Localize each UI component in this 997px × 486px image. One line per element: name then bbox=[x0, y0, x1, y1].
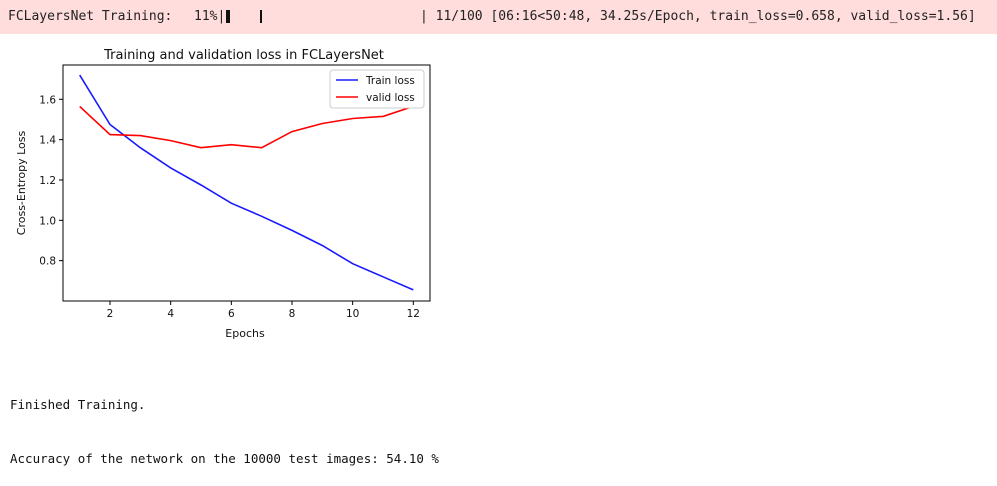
progress-bar-separator bbox=[240, 10, 243, 23]
y-tick-label: 1.4 bbox=[39, 135, 56, 147]
loss-chart: Training and validation loss in FCLayers… bbox=[15, 48, 431, 340]
output-line-accuracy: Accuracy of the network on the 10000 tes… bbox=[10, 451, 439, 466]
output-line-finished: Finished Training. bbox=[10, 397, 146, 412]
y-tick-label: 1.0 bbox=[39, 215, 56, 227]
cell-output: Finished Training. Accuracy of the netwo… bbox=[10, 360, 439, 486]
x-tick-label: 10 bbox=[346, 308, 359, 320]
progress-bar-fill bbox=[226, 10, 230, 23]
x-tick-label: 6 bbox=[228, 308, 235, 320]
y-axis-label: Cross-Entropy Loss bbox=[15, 130, 28, 235]
progress-bar-separator bbox=[255, 10, 258, 23]
x-tick-label: 2 bbox=[107, 308, 114, 320]
progress-status: | 11/100 [06:16<50:48, 34.25s/Epoch, tra… bbox=[420, 9, 976, 24]
progress-percent: 11%| bbox=[194, 9, 226, 24]
chart-title: Training and validation loss in FCLayers… bbox=[103, 48, 384, 63]
progress-bar-edge bbox=[260, 10, 262, 23]
series-line-valid-loss bbox=[79, 105, 414, 149]
y-tick-label: 1.6 bbox=[39, 94, 56, 106]
legend-label-valid: valid loss bbox=[366, 92, 415, 104]
x-tick-label: 4 bbox=[167, 308, 174, 320]
y-tick-label: 1.2 bbox=[39, 175, 56, 187]
progress-output-row: FCLayersNet Training: 11%| | 11/100 [06:… bbox=[0, 0, 997, 34]
x-tick-label: 12 bbox=[407, 308, 420, 320]
legend-label-train: Train loss bbox=[365, 75, 415, 87]
series-line-train-loss bbox=[79, 74, 414, 291]
x-tick-label: 8 bbox=[289, 308, 296, 320]
legend: Train loss valid loss bbox=[329, 69, 425, 109]
x-axis-label: Epochs bbox=[225, 327, 265, 340]
progress-label: FCLayersNet Training: bbox=[8, 9, 173, 24]
y-tick-label: 0.8 bbox=[39, 256, 56, 268]
progress-bar bbox=[226, 10, 262, 23]
